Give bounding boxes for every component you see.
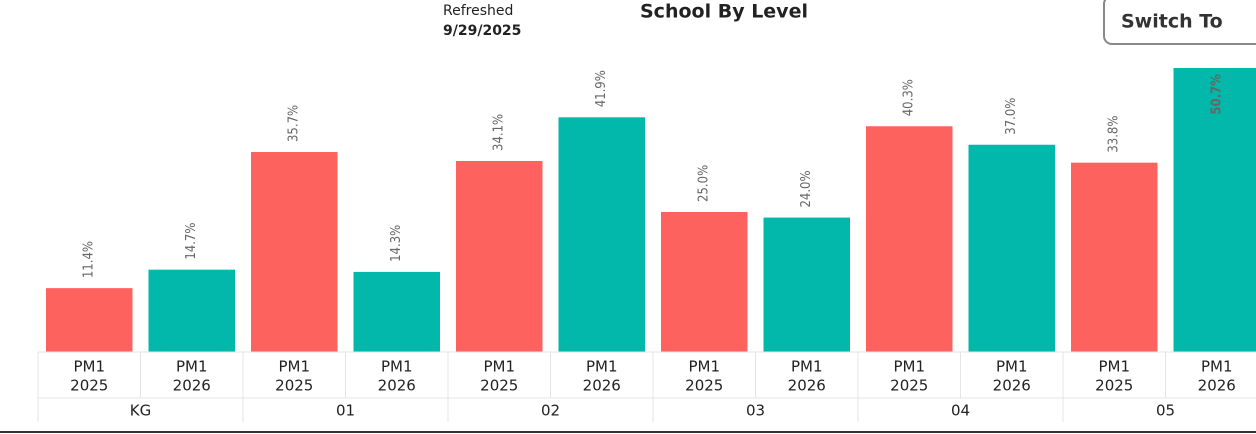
series-name: PM1 xyxy=(1201,358,1233,376)
series-name: PM1 xyxy=(893,358,925,376)
group-label: KG xyxy=(130,402,151,420)
series-name: PM1 xyxy=(586,358,618,376)
value-label: 33.8% xyxy=(1107,116,1122,153)
series-period: 2026 xyxy=(993,377,1031,395)
group-label: 02 xyxy=(541,402,560,420)
bar xyxy=(763,217,850,352)
value-label: 41.9% xyxy=(594,70,609,107)
bar xyxy=(46,288,133,352)
group-label: 04 xyxy=(951,402,970,420)
refreshed-date: 9/29/2025 xyxy=(443,23,521,39)
series-name: PM1 xyxy=(791,358,823,376)
series-name: PM1 xyxy=(73,358,105,376)
bar xyxy=(968,144,1055,352)
series-name: PM1 xyxy=(688,358,720,376)
bar xyxy=(558,117,645,352)
bar xyxy=(866,126,953,352)
series-name: PM1 xyxy=(278,358,310,376)
series-period: 2025 xyxy=(1095,377,1133,395)
series-name: PM1 xyxy=(381,358,413,376)
series-name: PM1 xyxy=(996,358,1028,376)
switch-button[interactable]: Switch To xyxy=(1103,0,1256,45)
bar xyxy=(456,160,543,352)
chart-title: School By Level xyxy=(640,1,808,23)
group-label: 01 xyxy=(336,402,355,420)
bar xyxy=(661,211,748,352)
button-frame[interactable] xyxy=(1103,0,1256,45)
value-label: 37.0% xyxy=(1004,98,1019,135)
bar xyxy=(251,152,338,352)
series-period: 2026 xyxy=(173,377,211,395)
value-label: 24.0% xyxy=(799,170,814,207)
refreshed-label: Refreshed xyxy=(443,3,513,19)
series-period: 2026 xyxy=(378,377,416,395)
series-period: 2025 xyxy=(685,377,723,395)
bar xyxy=(1173,68,1256,352)
group-label: 03 xyxy=(746,402,765,420)
bar xyxy=(148,269,235,352)
value-label: 40.3% xyxy=(902,79,917,116)
group-label: 05 xyxy=(1156,402,1175,420)
series-period: 2025 xyxy=(890,377,928,395)
value-label: 14.7% xyxy=(184,223,199,260)
series-period: 2025 xyxy=(275,377,313,395)
series-period: 2025 xyxy=(480,377,518,395)
series-period: 2026 xyxy=(788,377,826,395)
value-label: 35.7% xyxy=(287,105,302,142)
series-name: PM1 xyxy=(176,358,208,376)
series-name: PM1 xyxy=(483,358,515,376)
value-label: 34.1% xyxy=(492,114,507,151)
bar xyxy=(1071,162,1158,352)
value-label: 11.4% xyxy=(82,241,97,278)
series-period: 2025 xyxy=(70,377,108,395)
series-period: 2026 xyxy=(1198,377,1236,395)
bar xyxy=(353,271,440,352)
value-label: 50.7% xyxy=(1209,74,1224,115)
series-name: PM1 xyxy=(1098,358,1130,376)
value-label: 14.3% xyxy=(389,225,404,262)
value-label: 25.0% xyxy=(697,165,712,202)
series-period: 2026 xyxy=(583,377,621,395)
button-label[interactable]: Switch To xyxy=(1121,11,1223,33)
